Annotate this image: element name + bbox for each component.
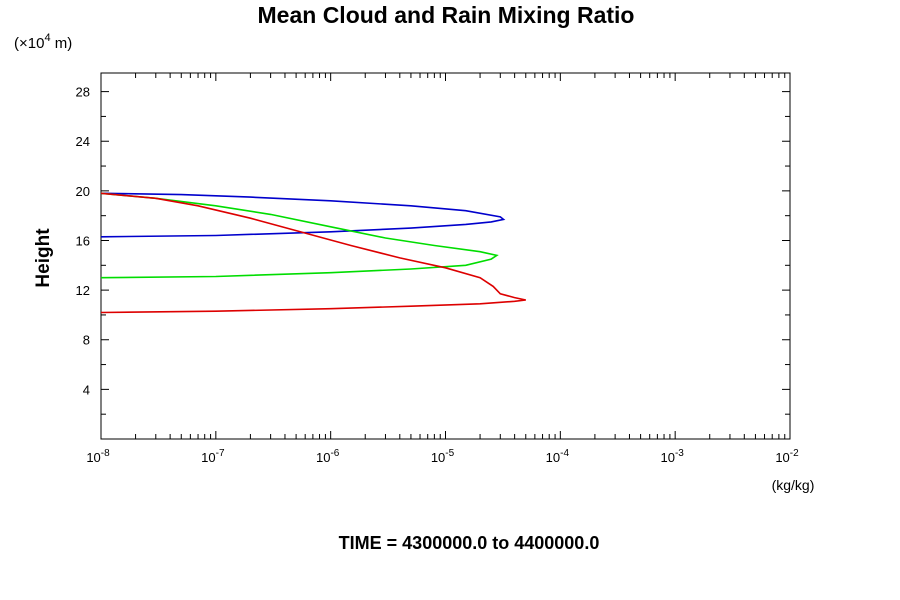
y-tick-labels: 4 8 12 16 20 24 28 [76,85,90,398]
x-tick-base: 10 [546,450,560,465]
y-scale-prefix: (×10 [14,35,44,52]
series-line-2 [100,192,499,279]
x-tick-base: 10 [201,450,215,465]
time-range-label: TIME = 4300000.0 to 4400000.0 [339,533,600,553]
y-scale-unit: m) [51,35,73,52]
y-axis-label: Height [33,228,54,288]
x-tick-exponent: -8 [101,448,110,459]
x-tick-labels: 10-8 10-7 10-6 10-5 10-4 10-3 10-2 [86,448,799,465]
series-line-1 [100,192,506,238]
x-tick-exponent: -7 [216,448,225,459]
series-line-3 [100,192,526,314]
x-tick-exponent: -6 [330,448,339,459]
y-tick-label: 8 [83,333,90,348]
x-tick-label: 10-7 [201,448,225,465]
y-tick-label: 4 [83,382,90,397]
chart-title: Mean Cloud and Rain Mixing Ratio [258,2,635,28]
y-scale-label: (×104 m) [14,32,72,52]
plot-frame [100,72,791,440]
y-tick-label: 28 [76,85,90,100]
axis-ticks [100,73,790,439]
x-tick-base: 10 [660,450,674,465]
y-tick-label: 12 [76,283,90,298]
x-tick-base: 10 [316,450,330,465]
x-tick-label: 10-8 [86,448,110,465]
y-tick-label: 20 [76,184,90,199]
x-tick-base: 10 [775,450,789,465]
x-tick-label: 10-6 [316,448,340,465]
series-lines [100,192,526,314]
y-scale-exponent: 4 [44,32,50,44]
x-tick-exponent: -5 [445,448,454,459]
x-unit-label: (kg/kg) [772,477,815,493]
y-tick-label: 24 [76,134,90,149]
x-tick-exponent: -3 [675,448,684,459]
x-tick-label: 10-2 [775,448,799,465]
x-tick-base: 10 [86,450,100,465]
x-tick-label: 10-3 [660,448,684,465]
y-tick-label: 16 [76,233,90,248]
x-tick-label: 10-4 [546,448,570,465]
x-tick-label: 10-5 [431,448,455,465]
x-tick-exponent: -4 [560,448,569,459]
x-tick-base: 10 [431,450,445,465]
x-tick-exponent: -2 [790,448,799,459]
